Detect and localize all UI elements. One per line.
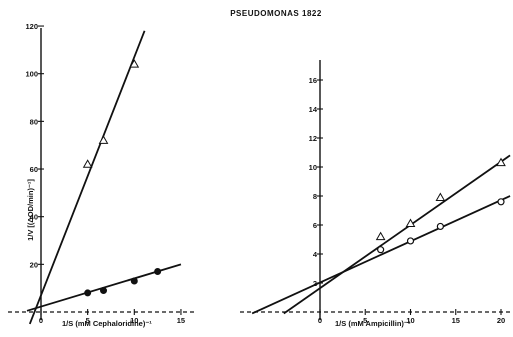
right-y-tick-label: 8 [313,192,317,201]
triangle-marker [98,135,109,144]
left-fit-lines [26,30,182,325]
left-y-tick-label: 60 [30,165,38,174]
open-circle-marker [497,198,505,206]
left-y-tick-label: 100 [25,70,38,79]
right-y-tick-label: 6 [313,221,317,230]
right-fit-lines [251,154,511,315]
left-y-tick-label: 40 [30,213,38,222]
left-x-tick-label: 5 [86,316,90,325]
left-data-points [82,59,162,297]
right-y-tick-label: 12 [309,134,317,143]
right-y-tick-label: 2 [313,279,317,288]
right-fit-line-2 [251,195,511,315]
left-x-axis-label: 1/S (mM Cephaloridine)⁻¹ [62,319,152,328]
right-data-points [375,157,506,254]
right-x-tick-label: 5 [363,316,367,325]
filled-circle-marker [100,287,108,295]
triangle-marker [129,59,140,68]
open-circle-marker [406,237,415,245]
right-x-tick-label: 10 [406,316,414,325]
right-x-tick-label: 0 [318,316,322,325]
left-y-tick-label: 120 [25,22,38,31]
right-x-axis-label: 1/S (mM Ampicillin)⁻¹ [335,319,411,328]
triangle-marker [496,157,506,167]
open-circle-marker [436,222,444,231]
right-y-axis-ticks: 2 4 6 8 10 12 14 16 [309,76,323,288]
right-chart: 2 4 6 8 10 12 14 16 0 5 10 15 20 1/S (mM Ampicillin… [240,60,511,328]
right-y-tick-label: 16 [309,76,317,85]
right-fit-line-1 [283,154,511,315]
open-circle-marker [377,246,385,254]
left-y-tick-label: 20 [30,260,38,269]
left-x-tick-label: 0 [39,316,43,325]
left-x-tick-label: 15 [177,316,185,325]
filled-circle-marker [84,289,92,297]
triangle-marker [435,192,446,201]
filled-circle-marker [130,277,138,285]
triangle-marker [375,231,386,241]
left-y-tick-label: 80 [30,117,38,126]
filled-circle-marker [154,267,162,275]
figure-title: PSEUDOMONAS 1822 [230,9,322,18]
right-y-tick-label: 14 [309,105,318,114]
triangle-marker [405,218,416,228]
left-y-axis-label: 1/V [(ΔOD/min)⁻¹] [26,179,35,241]
right-x-tick-label: 15 [452,316,460,325]
left-x-tick-label: 10 [130,316,138,325]
triangle-marker [82,159,93,168]
left-fit-line-1 [28,30,146,325]
right-x-tick-label: 20 [497,316,505,325]
right-y-tick-label: 10 [309,163,317,172]
right-y-tick-label: 4 [313,250,318,259]
